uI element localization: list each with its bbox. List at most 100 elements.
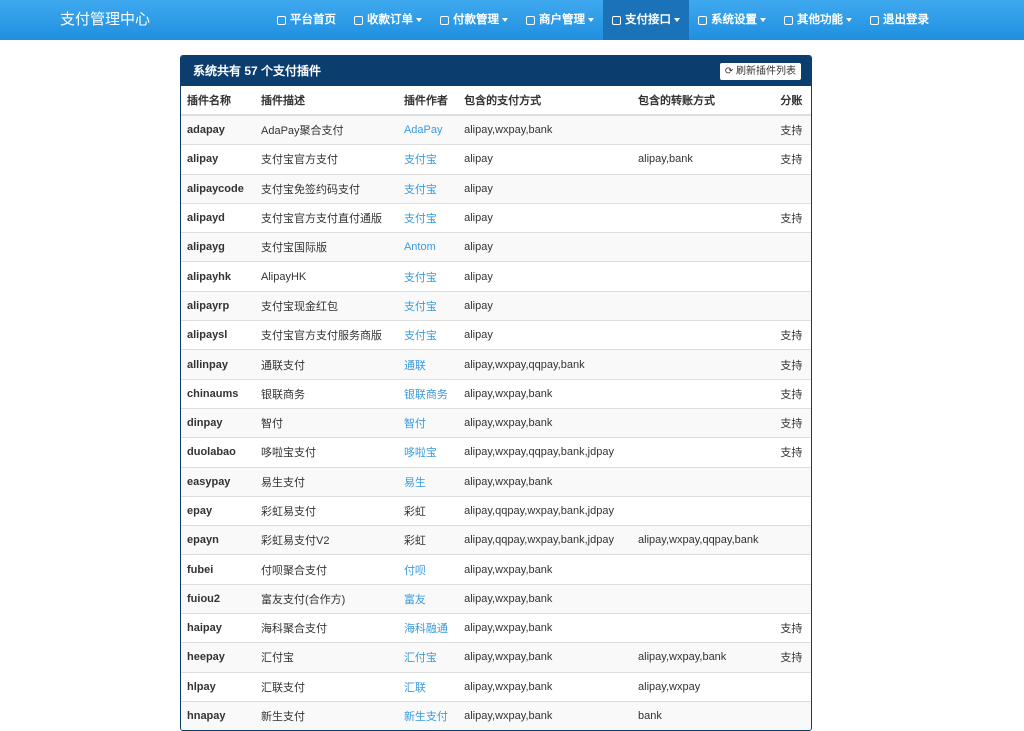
caret — [588, 18, 594, 22]
plugin-author: 海科融通 — [397, 613, 459, 643]
transfer-methods: bank — [632, 700, 775, 731]
split-text: 支持 — [780, 388, 803, 401]
author-link[interactable]: 智付 — [403, 418, 426, 431]
author-link[interactable]: 哆啦宝 — [403, 447, 437, 460]
table-row: epayn 彩虹易支付V2 彩虹 alipay,qqpay,wxpay,bank,jd… — [181, 525, 811, 555]
author-link[interactable]: 支付宝 — [403, 213, 437, 226]
transfer-methods — [632, 495, 775, 526]
split-text: 支持 — [780, 418, 803, 431]
caret — [416, 18, 422, 22]
nav-item[interactable]: 其他功能 — [775, 0, 861, 40]
table-row: fuiou2 富友支付(合作方) 富友 alipay,wxpay,bank — [181, 583, 811, 614]
pay-methods: alipay — [458, 232, 633, 262]
plugin-name: allinpay — [181, 349, 255, 380]
plugin-author: 智付 — [397, 407, 459, 438]
plugin-desc: 支付宝现金红包 — [255, 290, 398, 321]
table-row: alipay 支付宝官方支付 支付宝 alipay alipay,bank 支持 — [181, 144, 811, 175]
plugin-name: epayn — [181, 525, 255, 555]
split — [774, 466, 811, 497]
nav-item[interactable]: 商户管理 — [517, 0, 603, 40]
pay-methods: alipay,wxpay,bank — [458, 613, 633, 643]
nav-item[interactable]: 支付接口 — [603, 0, 689, 40]
transfer-methods — [632, 320, 775, 350]
table-row: dinpay 智付 智付 alipay,wxpay,bank 支持 — [181, 407, 811, 438]
nav-item[interactable]: 收款订单 — [345, 0, 431, 40]
author-link[interactable]: 支付宝 — [403, 183, 437, 196]
author-link[interactable]: 支付宝 — [403, 300, 437, 313]
plugin-name: alipayrp — [181, 290, 255, 321]
plugin-desc: 支付宝官方支付直付通版 — [255, 202, 398, 233]
nav-item[interactable]: 退出登录 — [861, 0, 938, 40]
brand[interactable]: 支付管理中心 — [60, 11, 151, 28]
author-link[interactable]: 新生支付 — [403, 711, 448, 724]
nav-item[interactable]: 系统设置 — [689, 0, 775, 40]
plugin-name: chinaums — [181, 378, 255, 409]
column-header: 包含的支付方式 — [458, 86, 633, 116]
pay-methods: alipay,wxpay,bank — [458, 407, 633, 438]
transfer-methods — [632, 202, 775, 233]
table-row: heepay 汇付宝 汇付宝 alipay,wxpay,bank alipay,wxpa… — [181, 642, 811, 673]
plugin-desc: 支付宝免签约码支付 — [255, 173, 398, 204]
pay-methods: alipay,wxpay,bank — [458, 466, 633, 497]
split: 支持 — [774, 349, 811, 380]
plugin-name: alipayg — [181, 232, 255, 262]
author-link[interactable]: 汇付宝 — [403, 652, 437, 665]
split — [774, 525, 811, 555]
table-row: adapay AdaPay聚合支付 AdaPay alipay,wxpay,bank 支… — [181, 114, 811, 145]
transfer-methods — [632, 349, 775, 380]
author-link[interactable]: 易生 — [403, 476, 426, 489]
split: 支持 — [774, 642, 811, 673]
plugin-desc: AdaPay聚合支付 — [255, 114, 398, 145]
plugin-author: Antom — [397, 232, 459, 262]
panel: 系统共有 57 个支付插件 ⟳ 刷新插件列表 插件名称 插件描述 插件作者 包含的支付… — [180, 55, 812, 731]
nav-item[interactable]: 平台首页 — [268, 0, 345, 40]
author-link[interactable]: 海科融通 — [403, 623, 448, 636]
author-link[interactable]: 支付宝 — [403, 271, 437, 284]
pay-methods: alipay — [458, 261, 633, 292]
nav-item[interactable]: 付款管理 — [431, 0, 517, 40]
author-link[interactable]: Antom — [403, 241, 436, 254]
split — [774, 671, 811, 702]
split — [774, 261, 811, 292]
author-link[interactable]: 汇联 — [403, 681, 426, 694]
transfer-methods — [632, 554, 775, 585]
plugin-name: fuiou2 — [181, 583, 255, 614]
nav-icon — [526, 15, 535, 25]
plugin-desc: 富友支付(合作方) — [255, 583, 398, 614]
split: 支持 — [774, 320, 811, 350]
table-row: alipayhk AlipayHK 支付宝 alipay — [181, 261, 811, 292]
pay-methods: alipay,wxpay,bank — [458, 114, 633, 145]
pay-methods: alipay,qqpay,wxpay,bank,jdpay — [458, 525, 633, 555]
plugin-desc: 彩虹易支付 — [255, 495, 398, 526]
table-row: hnapay 新生支付 新生支付 alipay,wxpay,bank bank — [181, 700, 811, 731]
author-link[interactable]: AdaPay — [403, 124, 443, 137]
plugin-name: dinpay — [181, 407, 255, 438]
transfer-methods — [632, 466, 775, 497]
plugin-name: heepay — [181, 642, 255, 673]
split: 支持 — [774, 613, 811, 643]
author-link[interactable]: 银联商务 — [403, 388, 448, 401]
author-link[interactable]: 通联 — [403, 359, 426, 372]
plugin-desc: 汇联支付 — [255, 671, 398, 702]
plugin-desc: 智付 — [255, 407, 398, 438]
panel-heading: 系统共有 57 个支付插件 ⟳ 刷新插件列表 — [181, 56, 811, 86]
author-link[interactable]: 支付宝 — [403, 154, 437, 167]
author-link[interactable]: 付呗 — [403, 564, 426, 577]
split: 支持 — [774, 378, 811, 409]
pay-methods: alipay — [458, 320, 633, 350]
plugin-author: 支付宝 — [397, 202, 459, 233]
author-link[interactable]: 富友 — [403, 593, 426, 606]
plugin-author: 富友 — [397, 583, 459, 614]
plugin-author: 银联商务 — [397, 378, 459, 409]
refresh-button[interactable]: ⟳ 刷新插件列表 — [719, 63, 801, 80]
split-text: 支持 — [780, 652, 803, 665]
caret — [502, 18, 508, 22]
author-link[interactable]: 支付宝 — [403, 330, 437, 343]
transfer-methods — [632, 407, 775, 438]
split — [774, 232, 811, 262]
nav-items: 平台首页 收款订单 付款管理 商户管理 支付接口 系统设置 其他功能 退出登录 — [268, 0, 938, 40]
split — [774, 495, 811, 526]
nav-icon — [354, 15, 363, 25]
nav-icon — [277, 15, 286, 25]
